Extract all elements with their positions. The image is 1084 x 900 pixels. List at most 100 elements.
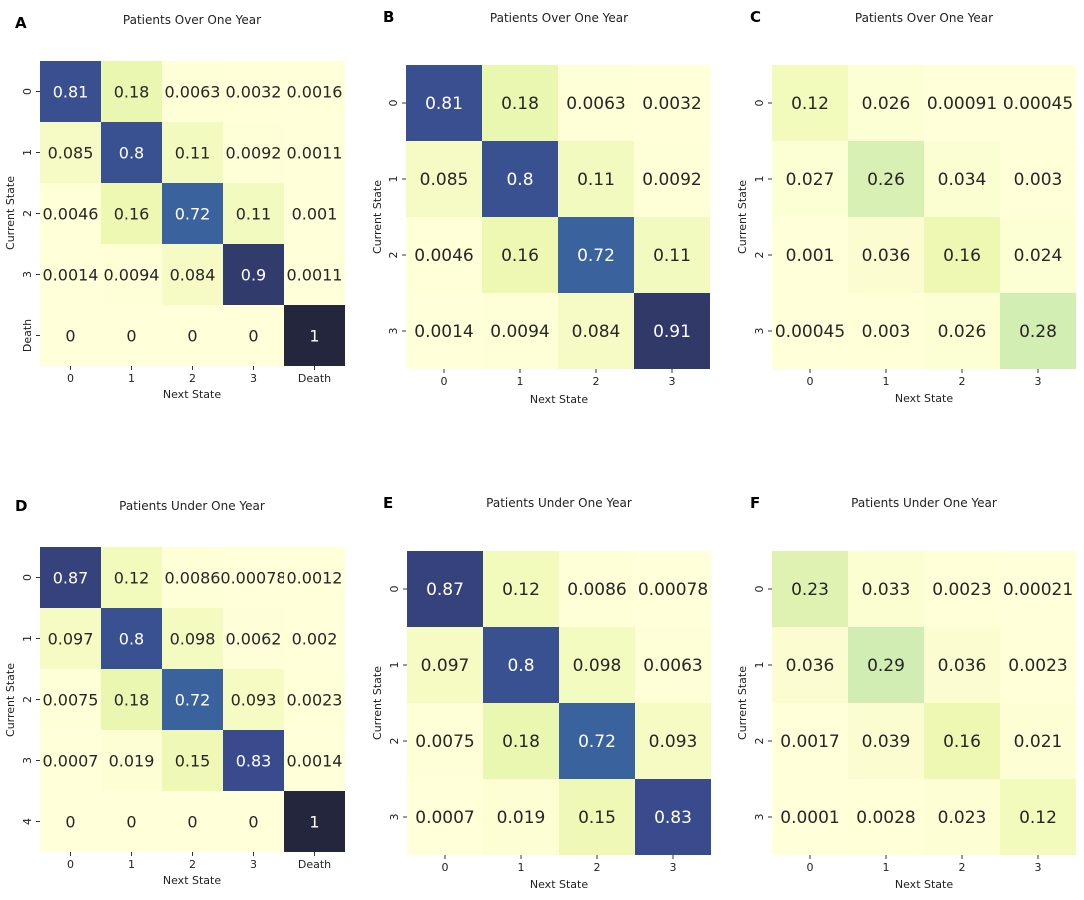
- heatmap-cell: [162, 183, 223, 244]
- heatmap-cell: [848, 217, 924, 293]
- cell-value-label: 0.18: [114, 690, 150, 709]
- heatmap-cell: [162, 791, 223, 852]
- cell-value-label: 1: [309, 326, 319, 345]
- cell-value-label: 0.036: [938, 656, 987, 676]
- cell-value-label: 0.00045: [1003, 94, 1073, 114]
- cell-value-label: 0.11: [175, 143, 211, 162]
- y-tick-label: 1: [388, 662, 401, 669]
- panel-letter: E: [383, 494, 393, 512]
- cell-value-label: 0.0014: [414, 322, 473, 342]
- y-tick-label: 0: [21, 574, 34, 581]
- cell-value-label: 0: [248, 812, 258, 831]
- cell-value-label: 0.027: [786, 170, 835, 190]
- cell-value-label: 0.0017: [780, 732, 839, 752]
- panel-letter: B: [383, 8, 394, 26]
- heatmap-cell: [406, 141, 482, 217]
- heatmap-cell: [162, 547, 223, 608]
- x-axis-label: Next State: [530, 393, 588, 406]
- heatmap-cell: [162, 669, 223, 730]
- cell-value-label: 0.0011: [287, 143, 343, 162]
- cell-value-label: 0.001: [786, 246, 835, 266]
- heatmap-cell: [40, 791, 101, 852]
- heatmap-cell: [284, 608, 345, 669]
- heatmap-cell: [101, 244, 162, 305]
- heatmap-cell: [101, 547, 162, 608]
- cell-value-label: 0.003: [862, 322, 911, 342]
- cell-value-label: 0.026: [862, 94, 911, 114]
- cell-value-label: 0: [248, 326, 258, 345]
- cell-value-label: 0: [126, 326, 136, 345]
- y-tick-label: 1: [753, 176, 766, 183]
- cell-value-label: 0.26: [867, 170, 905, 190]
- cell-value-label: 0.033: [862, 580, 911, 600]
- x-tick-label: 3: [1035, 375, 1042, 388]
- heatmap-cell: [559, 703, 635, 779]
- heatmap-cell: [406, 65, 482, 141]
- heatmap-cell: [482, 217, 558, 293]
- heatmap-cell: [223, 61, 284, 122]
- cell-value-label: 0.034: [938, 170, 987, 190]
- panel-letter: C: [750, 8, 761, 26]
- heatmap-cell: [559, 627, 635, 703]
- x-axis-label: Next State: [530, 878, 588, 891]
- heatmap-cell: [483, 551, 559, 627]
- cell-value-label: 0.18: [114, 82, 150, 101]
- y-axis-label: Current State: [371, 180, 384, 254]
- heatmap-cell: [40, 244, 101, 305]
- x-tick-label: 2: [189, 858, 196, 871]
- panel-letter: F: [750, 494, 760, 512]
- heatmap-cell: [223, 305, 284, 366]
- cell-value-label: 0.0028: [856, 808, 915, 828]
- y-axis-label: Current State: [4, 176, 17, 250]
- heatmap-cell: [162, 608, 223, 669]
- cell-value-label: 0.8: [507, 656, 534, 676]
- cell-value-label: 0.12: [791, 94, 829, 114]
- heatmap-cell: [284, 61, 345, 122]
- heatmap-cell: [772, 217, 848, 293]
- heatmap-cell: [924, 779, 1000, 855]
- cell-value-label: 0.91: [653, 322, 691, 342]
- x-tick-label: 3: [250, 858, 257, 871]
- cell-value-label: 0.0023: [1008, 656, 1067, 676]
- x-tick-label: 3: [670, 861, 677, 874]
- cell-value-label: 0.0007: [415, 808, 474, 828]
- cell-value-label: 0.0094: [104, 265, 160, 284]
- heatmap-cell: [634, 141, 710, 217]
- cell-value-label: 0.0014: [287, 751, 343, 770]
- x-axis-label: Next State: [163, 388, 221, 401]
- heatmap-cell: [223, 122, 284, 183]
- heatmap-cell: [101, 183, 162, 244]
- heatmap-cell: [284, 122, 345, 183]
- y-tick-label: 0: [21, 88, 34, 95]
- cell-value-label: 0.16: [943, 732, 981, 752]
- heatmap-cell: [772, 551, 848, 627]
- heatmap-cell: [848, 293, 924, 369]
- heatmap-cell: [482, 293, 558, 369]
- heatmap-cell: [406, 217, 482, 293]
- y-tick-label: 3: [387, 328, 400, 335]
- chart-title: Patients Over One Year: [490, 11, 628, 25]
- y-tick-label: 2: [21, 210, 34, 217]
- cell-value-label: 0.0092: [226, 143, 282, 162]
- cell-value-label: 0.0016: [287, 82, 343, 101]
- cell-value-label: 0.085: [48, 143, 94, 162]
- heatmap-cell: [101, 730, 162, 791]
- heatmap-cell: [407, 627, 483, 703]
- cell-value-label: 0.11: [577, 170, 615, 190]
- heatmap-cell: [559, 551, 635, 627]
- cell-value-label: 0.72: [578, 732, 616, 752]
- cell-value-label: 0.0032: [642, 94, 701, 114]
- cell-value-label: 0.084: [170, 265, 216, 284]
- y-tick-label: 4: [21, 818, 34, 825]
- panel-letter: A: [15, 14, 27, 32]
- chart-title: Patients Over One Year: [855, 11, 993, 25]
- cell-value-label: 0.0012: [287, 568, 343, 587]
- y-tick-label: 2: [753, 738, 766, 745]
- cell-value-label: 0.026: [938, 322, 987, 342]
- cell-value-label: 0.0011: [287, 265, 343, 284]
- y-tick-label: 2: [388, 738, 401, 745]
- y-tick-label: 0: [387, 100, 400, 107]
- cell-value-label: 0.0075: [43, 690, 99, 709]
- cell-value-label: 0.15: [578, 808, 616, 828]
